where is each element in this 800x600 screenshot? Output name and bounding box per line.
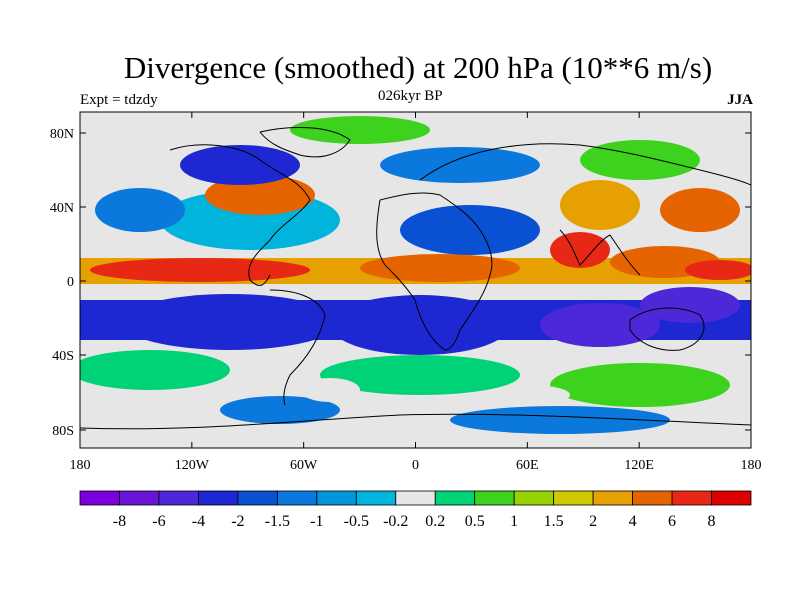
lat-tick-label: 40S (52, 349, 74, 364)
field-blob (550, 363, 730, 407)
field-blob (90, 258, 310, 282)
field-blob (685, 260, 751, 280)
field-blob (360, 254, 520, 282)
field-blob (205, 175, 315, 215)
field-blob (540, 303, 660, 347)
field-blob (80, 350, 230, 390)
lon-tick-label: 0 (412, 458, 419, 473)
colorbar-swatch (276, 490, 318, 506)
colorbar-swatch (79, 490, 120, 506)
colorbar-swatch (119, 490, 160, 506)
colorbar-label: 8 (708, 513, 716, 530)
colorbar-swatch (355, 490, 397, 506)
field-blob (380, 147, 540, 183)
map-panel (79, 111, 752, 449)
field-blob (300, 378, 360, 402)
colorbar-label: 6 (668, 513, 676, 530)
lon-tick-label: 120W (175, 458, 210, 473)
coastline-eurasia (419, 143, 751, 186)
colorbar-swatch (474, 490, 515, 506)
coastline-greenland (259, 126, 351, 158)
colorbar-label: 0.5 (465, 513, 485, 530)
colorbar-label: -0.5 (344, 513, 369, 530)
colorbar: -8 -6 -4 -2 -1.5 -1 -0.5 -0.2 0.2 0.5 1 1.5 2 4 6 8 (79, 490, 752, 530)
colorbar-swatch (671, 490, 712, 506)
field-blob (290, 116, 430, 144)
colorbar-swatch (513, 490, 555, 506)
colorbar-label: 4 (629, 513, 637, 530)
colorbar-label: -6 (152, 513, 165, 530)
lon-tick-label: 180 (741, 458, 762, 473)
colorbar-label: 0.2 (425, 513, 445, 530)
lon-tick-label: 60W (290, 458, 318, 473)
field-blob (450, 406, 670, 434)
lat-tick-label: 0 (67, 275, 74, 290)
colorbar-label: -8 (113, 513, 126, 530)
colorbar-label: -2 (231, 513, 244, 530)
colorbar-label: -1.5 (265, 513, 290, 530)
coastline-south-america (269, 289, 326, 406)
colorbar-swatch (711, 490, 752, 506)
field-blob (660, 188, 740, 232)
lon-tick-label: 120E (624, 458, 654, 473)
lon-tick-label: 60E (516, 458, 539, 473)
colorbar-label: -0.2 (383, 513, 408, 530)
field-blob (95, 188, 185, 232)
coastlines (80, 126, 751, 430)
colorbar-swatch (198, 490, 239, 506)
coastline-africa (376, 192, 493, 351)
colorbar-label: -1 (310, 513, 323, 530)
field-blob (120, 294, 340, 350)
colorbar-swatch (592, 490, 633, 506)
coastline-australia (629, 307, 705, 351)
field-blob (490, 385, 570, 405)
colorbar-swatch (632, 490, 673, 506)
colorbar-label: 1.5 (544, 513, 564, 530)
field-blob (550, 232, 610, 268)
colorbar-swatch (434, 490, 476, 506)
coastline-north-america (169, 144, 311, 286)
field-blob (560, 180, 640, 230)
field-blob (330, 295, 510, 355)
divergence-field (80, 116, 751, 434)
colorbar-swatch (553, 490, 594, 506)
colorbar-label: 1 (510, 513, 518, 530)
field-blob (580, 140, 700, 180)
experiment-label: Expt = tdzdy (80, 92, 158, 108)
field-blob (320, 355, 520, 395)
colorbar-swatch (158, 490, 199, 506)
colorbar-swatch (395, 490, 436, 506)
map-axes: 180 120W 60W 0 60E 120E 180 80N 40N 0 40S 80S (50, 112, 762, 473)
field-blob (400, 205, 540, 255)
season-label: JJA (727, 92, 753, 108)
field-blob (180, 145, 300, 185)
coastline-antarctica (80, 413, 751, 430)
lon-tick-label: 180 (70, 458, 91, 473)
coastline-south-asia (559, 229, 641, 276)
lat-tick-label: 80N (50, 127, 74, 142)
colorbar-label: 2 (589, 513, 597, 530)
colorbar-swatch (237, 490, 278, 506)
lat-tick-label: 40N (50, 201, 74, 216)
period-label: 026kyr BP (378, 88, 443, 104)
field-blob (220, 396, 340, 424)
plot-title: Divergence (smoothed) at 200 hPa (10**6 … (123, 50, 713, 85)
colorbar-swatch (316, 490, 357, 506)
field-blob (640, 287, 740, 323)
colorbar-label: -4 (192, 513, 205, 530)
lat-tick-label: 80S (52, 424, 74, 439)
